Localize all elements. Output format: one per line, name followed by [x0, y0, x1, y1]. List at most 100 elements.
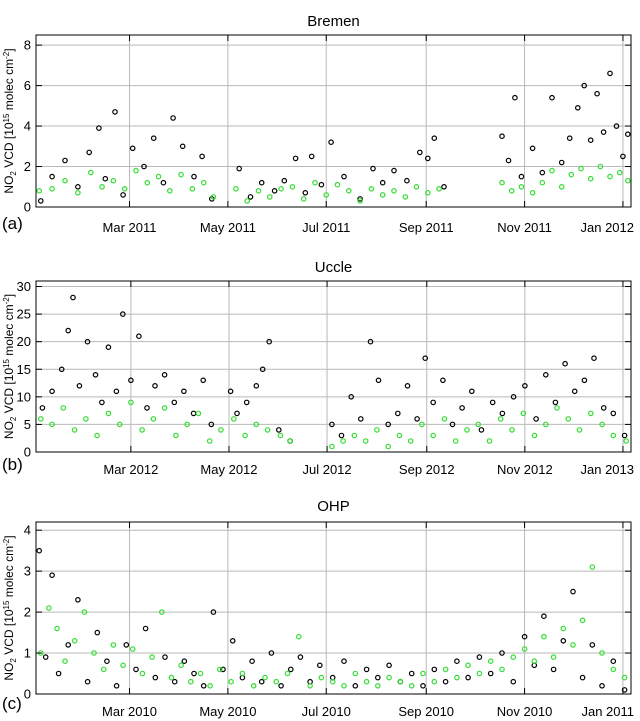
- y-axis-label-part: molec cm: [2, 304, 16, 359]
- data-point: [150, 416, 157, 422]
- data-point: [385, 443, 392, 450]
- data-point: [191, 173, 197, 180]
- data-point: [600, 405, 607, 411]
- data-point: [228, 678, 234, 685]
- data-point: [264, 427, 271, 433]
- data-point: [316, 662, 323, 669]
- data-point: [329, 421, 335, 428]
- data-point: [375, 377, 382, 384]
- data-point: [110, 642, 117, 648]
- data-point: [266, 338, 273, 345]
- data-point: [188, 678, 194, 685]
- data-point: [424, 190, 431, 196]
- data-point: [112, 109, 118, 115]
- x-tick-label: Nov 2010: [497, 704, 553, 719]
- x-tick-label: Mar 2011: [103, 220, 157, 235]
- data-points: [37, 294, 630, 450]
- data-point: [81, 609, 88, 615]
- data-point: [76, 382, 83, 389]
- y-tick-label: 0: [24, 200, 31, 215]
- data-point: [99, 399, 105, 406]
- data-point: [413, 184, 420, 190]
- data-point: [62, 177, 68, 184]
- data-point: [84, 338, 91, 345]
- data-point: [179, 143, 186, 150]
- data-point: [338, 432, 345, 439]
- y-tick-label: 8: [24, 38, 31, 53]
- data-point: [178, 662, 184, 669]
- data-point: [233, 186, 239, 192]
- data-point: [552, 399, 559, 406]
- data-point: [599, 421, 605, 428]
- data-point: [144, 405, 150, 411]
- data-point: [541, 613, 547, 620]
- data-point: [441, 184, 447, 190]
- data-point: [579, 617, 586, 624]
- data-point: [287, 666, 294, 673]
- y-axis-label-part: 2: [9, 171, 18, 176]
- data-point: [430, 399, 437, 406]
- data-point: [570, 588, 576, 595]
- data-point: [160, 179, 167, 186]
- data-point: [287, 438, 293, 444]
- panel-0: 0 2 4 6 8 Mar 2011 May 2011 Jul 2011 Sep 2011 Nov…: [2, 13, 634, 235]
- data-point: [42, 654, 49, 660]
- y-axis-label: NO2 VCD [1015 molec cm-2]: [2, 535, 18, 680]
- data-point: [65, 327, 72, 334]
- data-point: [610, 410, 617, 417]
- panel-2: 0 1 2 3 4 Mar 2010 May 2010 Jul 2010 Sep 2010 Nov…: [2, 498, 634, 719]
- data-point: [341, 173, 347, 180]
- data-point: [407, 438, 414, 444]
- data-point: [391, 188, 397, 194]
- data-point: [91, 650, 97, 656]
- data-point: [521, 633, 528, 640]
- data-point: [253, 421, 260, 428]
- data-point: [128, 377, 134, 384]
- data-point: [402, 194, 409, 200]
- data-point: [308, 153, 315, 160]
- data-point: [510, 393, 517, 400]
- data-point: [49, 173, 55, 180]
- data-point: [357, 198, 363, 204]
- x-tick-label: Jul 2011: [302, 220, 350, 235]
- panel-1: 0 5 10 15 20 25 30 Mar 2012 May 2012 Jul 2012 Sep …: [2, 259, 634, 477]
- data-point: [505, 157, 512, 164]
- data-point: [328, 139, 334, 146]
- data-point: [88, 169, 94, 176]
- y-tick-label: 30: [17, 279, 31, 294]
- data-point: [190, 410, 197, 417]
- data-point: [550, 666, 557, 673]
- data-point: [284, 670, 291, 677]
- data-point: [253, 382, 260, 389]
- data-point: [161, 371, 168, 378]
- data-point: [307, 682, 313, 689]
- y-tick-label: 25: [17, 307, 31, 322]
- data-point: [357, 416, 364, 422]
- chart-title: Uccle: [315, 259, 353, 276]
- data-point: [510, 654, 517, 660]
- data-point: [587, 137, 594, 144]
- data-point: [258, 179, 265, 186]
- data-point: [508, 188, 515, 194]
- data-point: [70, 294, 76, 301]
- data-point: [587, 410, 594, 417]
- data-point: [449, 421, 456, 428]
- data-point: [431, 678, 438, 685]
- data-point: [239, 670, 246, 677]
- data-point: [459, 405, 465, 411]
- y-axis-label-part: ]: [2, 48, 16, 51]
- y-axis-label-part: 15: [2, 600, 11, 609]
- y-axis-label-part: VCD [10: [2, 122, 16, 171]
- data-point: [329, 443, 335, 450]
- data-point: [431, 666, 438, 673]
- data-point: [558, 159, 565, 166]
- y-axis-label-part: -2: [2, 538, 11, 546]
- data-point: [278, 682, 284, 689]
- data-point: [397, 678, 404, 685]
- data-point: [442, 678, 449, 685]
- data-point: [499, 666, 505, 673]
- data-point: [105, 344, 112, 351]
- data-point: [607, 70, 613, 77]
- data-point: [116, 421, 123, 428]
- y-tick-label: 2: [24, 159, 31, 174]
